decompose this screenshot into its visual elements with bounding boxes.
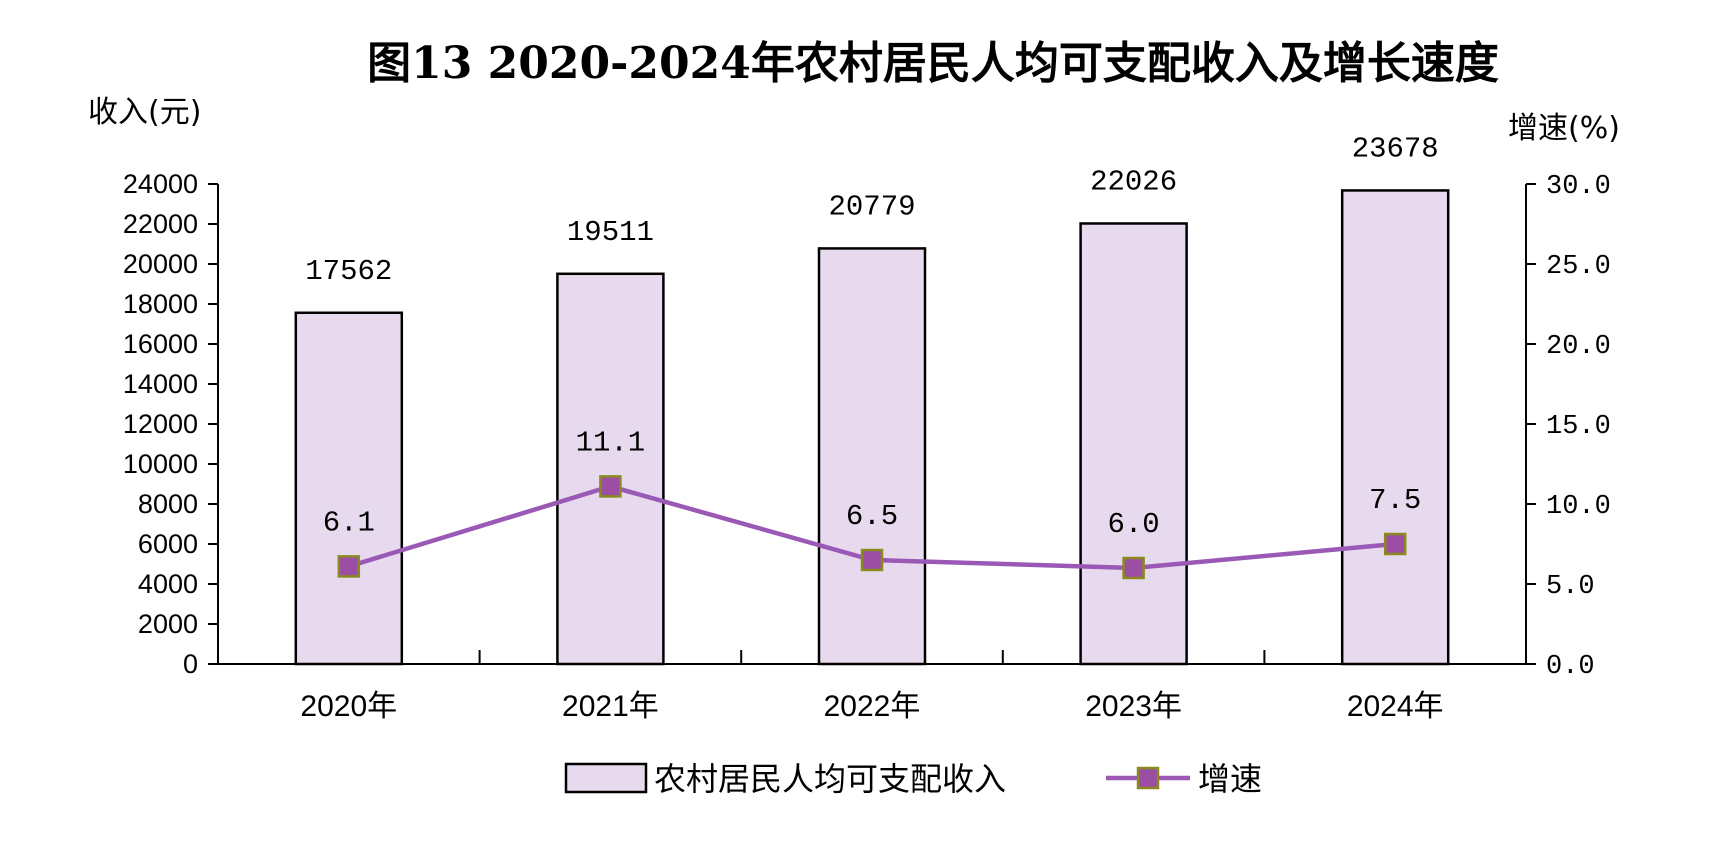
plot-area: 17562 19511 20779 22026 23678 0 2000 4000 6000 80… xyxy=(123,132,1611,723)
bar-value-label: 22026 xyxy=(1090,165,1177,198)
y-left-tick-label: 6000 xyxy=(138,529,198,559)
y-right-tick-label: 0.0 xyxy=(1546,652,1595,682)
y-left-tick-label: 14000 xyxy=(123,369,198,399)
legend-line-marker xyxy=(1136,766,1160,790)
legend-bar-swatch xyxy=(564,762,648,794)
growth-rate-value-label: 7.5 xyxy=(1369,484,1421,517)
y-left-tick-label: 12000 xyxy=(123,409,198,439)
growth-rate-value-label: 11.1 xyxy=(576,426,646,459)
bar-2024 xyxy=(1340,189,1450,666)
bar-value-label: 17562 xyxy=(305,255,392,288)
y-right-tick-label: 5.0 xyxy=(1546,572,1595,602)
y-right-tick-label: 30.0 xyxy=(1546,172,1611,202)
y-left-tick-label: 22000 xyxy=(123,209,198,239)
y-left-tick-label: 16000 xyxy=(123,329,198,359)
legend-line-label: 增速 xyxy=(1198,760,1262,798)
growth-rate-marker xyxy=(337,555,361,578)
y-left-tick-label: 4000 xyxy=(138,569,198,599)
bar-2021 xyxy=(556,272,665,666)
bar-2023 xyxy=(1079,222,1188,666)
y-right-tick-label: 15.0 xyxy=(1546,412,1611,442)
x-tick-label: 2024年 xyxy=(1347,690,1444,723)
growth-rate-marker xyxy=(1383,532,1407,556)
x-tick-label: 2021年 xyxy=(562,690,659,723)
y-axis-right-title: 增速(%) xyxy=(1508,111,1620,146)
y-left-tick-label: 0 xyxy=(183,649,198,679)
y-left-tick-label: 24000 xyxy=(123,169,198,199)
y-left-tick-label: 20000 xyxy=(123,249,198,279)
bar-value-label: 20779 xyxy=(828,190,915,223)
x-tick-label: 2020年 xyxy=(300,690,397,723)
y-right-tick-label: 20.0 xyxy=(1546,332,1611,362)
bar-2020 xyxy=(294,311,404,666)
growth-rate-value-label: 6.1 xyxy=(323,506,375,539)
bar-2022 xyxy=(817,247,927,666)
bar-value-label: 19511 xyxy=(567,216,654,249)
x-tick-label: 2023年 xyxy=(1085,690,1182,723)
x-tick-label: 2022年 xyxy=(824,690,921,723)
y-right-tick-label: 25.0 xyxy=(1546,252,1611,282)
growth-rate-value-label: 6.0 xyxy=(1107,508,1159,541)
growth-rate-marker xyxy=(599,475,622,498)
growth-rate-marker xyxy=(1122,556,1145,580)
y-axis-left-title: 收入(元) xyxy=(88,95,201,130)
y-left-tick-label: 18000 xyxy=(123,289,198,319)
growth-rate-marker xyxy=(860,548,884,572)
y-right-tick-label: 10.0 xyxy=(1546,492,1611,522)
legend: 农村居民人均可支配收入 增速 xyxy=(564,760,1262,798)
growth-rate-value-label: 6.5 xyxy=(846,500,898,533)
chart-title: 图13 2020-2024年农村居民人均可支配收入及增长速度 xyxy=(367,38,1499,89)
legend-bar-label: 农村居民人均可支配收入 xyxy=(654,760,1006,798)
y-left-tick-label: 10000 xyxy=(123,449,198,479)
y-left-tick-label: 2000 xyxy=(138,609,198,639)
y-left-tick-label: 8000 xyxy=(138,489,198,519)
bar-value-label: 23678 xyxy=(1352,132,1439,165)
